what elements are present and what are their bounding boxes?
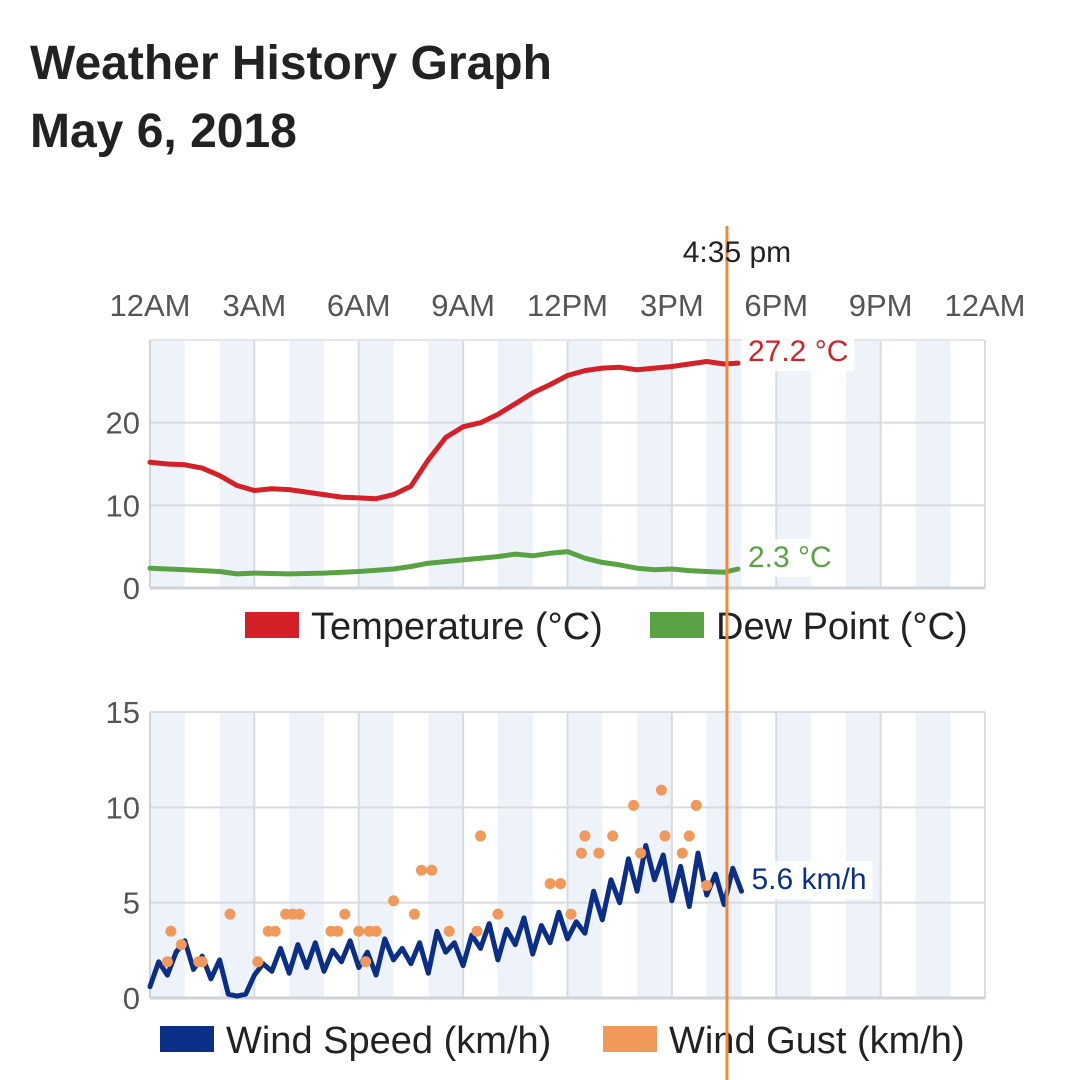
wind-gust-point <box>332 925 344 937</box>
wind-gust-point <box>388 895 400 907</box>
wind-gust-point <box>175 939 187 951</box>
wind-gust-point <box>492 908 504 920</box>
wind-gust-point <box>471 925 483 937</box>
legend-swatch <box>603 1026 657 1052</box>
wind-gust-point <box>690 799 702 811</box>
series-end-label: 27.2 °C <box>748 335 848 368</box>
hour-band <box>567 340 603 588</box>
current-time-label: 4:35 pm <box>683 236 791 269</box>
wind-gust-point <box>408 908 420 920</box>
wind-gust-point <box>593 847 605 859</box>
y-tick-label: 20 <box>106 406 140 441</box>
hour-band <box>219 340 255 588</box>
x-tick-label: 3AM <box>223 288 287 323</box>
x-tick-label: 9PM <box>849 288 913 323</box>
x-tick-label: 3PM <box>640 288 704 323</box>
hour-band <box>358 340 394 588</box>
legend-label: Wind Gust (km/h) <box>669 1020 965 1062</box>
text-layer: 12AM 3AM 6AM 9AM 12PM 3PM 6PM 9PM 12AM 0 10 20 27.2 … <box>106 288 1026 1062</box>
wind-gust-point <box>655 784 667 796</box>
y-tick-label: 10 <box>106 488 140 523</box>
wind-gust-point <box>360 956 372 968</box>
hour-band <box>706 712 742 998</box>
background-bands <box>150 340 951 998</box>
hour-band <box>428 340 464 588</box>
wind-gust-point <box>628 799 640 811</box>
gridlines <box>149 339 986 1000</box>
series-layer <box>147 359 744 999</box>
y-tick-label: 10 <box>106 790 140 825</box>
hour-band <box>915 712 951 998</box>
wind-gust-point <box>294 908 306 920</box>
legend-label: Dew Point (°C) <box>716 606 968 648</box>
hour-band <box>289 340 324 588</box>
wind-gust-point <box>659 830 671 842</box>
wind-gust-point <box>224 908 236 920</box>
wind-gust-point <box>196 956 208 968</box>
x-tick-label: 12AM <box>110 288 191 323</box>
hour-band <box>497 340 533 588</box>
series-end-label: 2.3 °C <box>748 541 832 574</box>
legend-label: Temperature (°C) <box>311 606 603 648</box>
legend-swatch <box>160 1026 214 1052</box>
hour-band <box>845 340 881 588</box>
x-tick-label: 12AM <box>945 288 1026 323</box>
wind-gust-point <box>161 956 173 968</box>
hour-band <box>150 712 185 998</box>
dew-point-line <box>147 549 741 577</box>
y-tick-label: 5 <box>123 886 140 921</box>
x-tick-label: 9AM <box>431 288 495 323</box>
wind-gust-point <box>579 830 591 842</box>
x-tick-label: 12PM <box>527 288 608 323</box>
current-time-marker: 4:35 pm <box>683 226 791 1080</box>
page-title-date: May 6, 2018 <box>30 105 297 158</box>
series-end-label: 5.6 km/h <box>751 863 866 896</box>
y-tick-label: 0 <box>123 981 140 1016</box>
wind-gust-point <box>269 925 281 937</box>
hour-band <box>219 712 255 998</box>
x-tick-label: 6AM <box>327 288 391 323</box>
legend-swatch <box>245 612 299 638</box>
wind-gust-point <box>353 925 365 937</box>
wind-gust-point <box>339 908 351 920</box>
legend-swatch <box>650 612 704 638</box>
wind-gust-point <box>575 847 587 859</box>
wind-gust-point <box>676 847 688 859</box>
x-tick-label: 6PM <box>744 288 808 323</box>
end-label-bg <box>741 538 838 577</box>
wind-gust-point <box>370 925 382 937</box>
hour-band <box>706 340 742 588</box>
hour-band <box>497 712 533 998</box>
hour-band <box>776 712 812 998</box>
wind-speed-line <box>147 843 744 999</box>
wind-gust-point <box>443 925 455 937</box>
wind-gust-point <box>607 830 619 842</box>
wind-gust-point <box>252 956 264 968</box>
wind-gust-point <box>635 847 647 859</box>
hour-band <box>845 712 881 998</box>
wind-gust-point <box>555 878 567 890</box>
wind-gust-point <box>165 925 177 937</box>
page-title: Weather History Graph May 6, 2018 <box>30 30 552 166</box>
wind-gust-point <box>415 864 427 876</box>
wind-gust-point <box>426 864 438 876</box>
wind-gust-point <box>475 830 487 842</box>
legend-label: Wind Speed (km/h) <box>226 1020 551 1062</box>
y-tick-label: 15 <box>106 695 140 730</box>
y-tick-label: 0 <box>123 571 140 606</box>
end-label-bg <box>745 861 873 900</box>
wind-gust-point <box>701 880 713 892</box>
temperature-line <box>147 359 741 502</box>
end-label-bg <box>741 333 855 372</box>
page-title-main: Weather History Graph <box>30 37 552 90</box>
hour-band <box>637 340 672 588</box>
hour-band <box>915 340 951 588</box>
wind-gust-point <box>683 830 695 842</box>
wind-gust-point <box>544 878 556 890</box>
wind-gust-point <box>565 908 577 920</box>
